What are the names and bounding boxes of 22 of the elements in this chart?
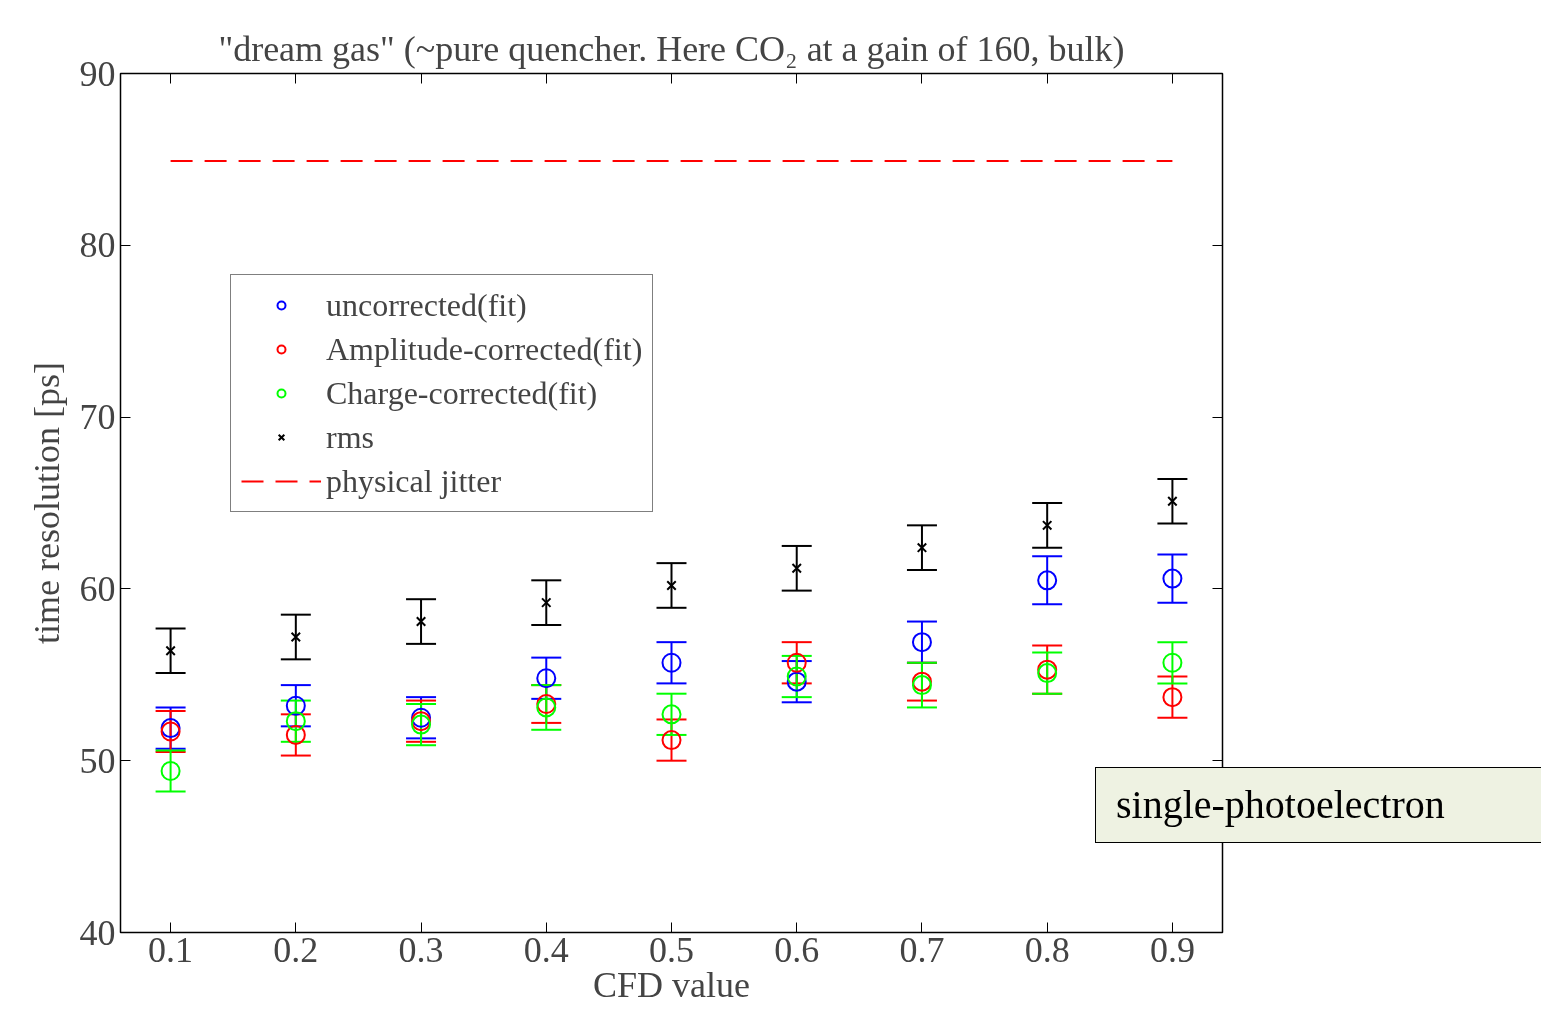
legend-label: uncorrected(fit) [326,285,527,325]
legend-label: rms [326,417,374,457]
x-tick-label: 0.8 [1024,929,1070,970]
legend-label: Charge-corrected(fit) [326,373,598,413]
x-tick-label: 0.7 [899,929,945,970]
y-tick-label: 50 [79,740,116,781]
legend-label: physical jitter [326,461,502,501]
annotation: single-photoelectron [1116,781,1445,829]
legend-label: Amplitude-corrected(fit) [326,329,643,369]
y-tick-label: 40 [79,912,116,953]
x-tick-label: 0.3 [398,929,444,970]
x-tick-label: 0.4 [523,929,569,970]
x-tick-label: 0.1 [148,929,194,970]
x-tick-label: 0.2 [273,929,319,970]
y-tick-label: 80 [79,225,116,266]
y-tick-label: 60 [79,568,116,609]
y-axis-title: time resolution [ps] [26,362,67,644]
y-tick-label: 70 [79,397,116,438]
y-tick-label: 90 [79,53,116,94]
x-tick-label: 0.9 [1149,929,1195,970]
x-tick-label: 0.6 [774,929,820,970]
chart-title: "dream gas" (~pure quencher. Here CO₂ at a gain of 160, bulk) [218,28,1125,69]
